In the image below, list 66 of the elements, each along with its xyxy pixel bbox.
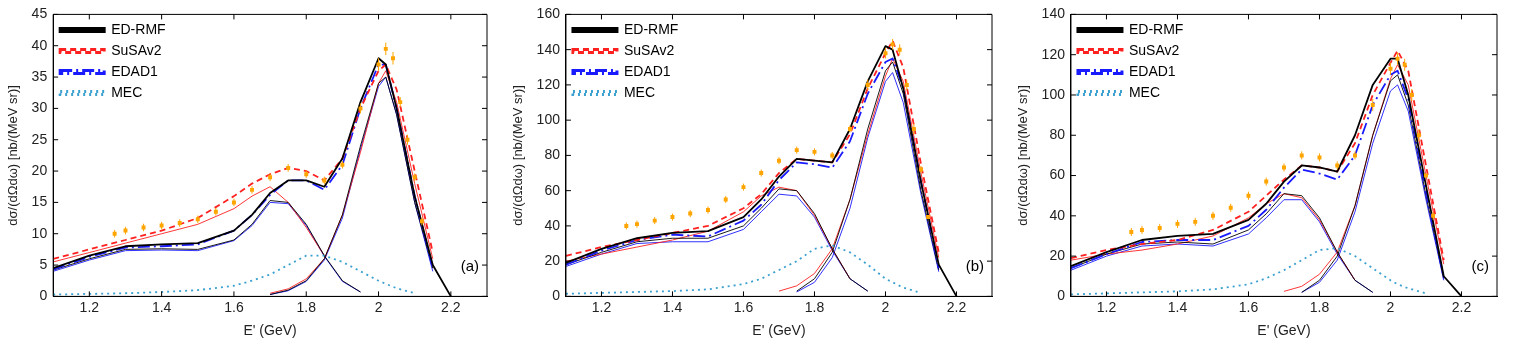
x-tick-label: 2.2	[1451, 298, 1472, 315]
legend-label: EDAD1	[1128, 62, 1176, 79]
x-tick-label: 1.2	[1096, 298, 1117, 315]
legend-label: SuSAv2	[111, 41, 162, 58]
x-tick-label: 2.2	[946, 298, 967, 315]
y-tick-label: 40	[31, 36, 48, 53]
y-tick-label: 45	[31, 5, 48, 22]
x-axis-title: E' (GeV)	[243, 322, 297, 339]
legend-label: EDAD1	[111, 62, 159, 79]
y-tick-label: 60	[544, 181, 561, 198]
y-axis-title: dσ/(dΩdω) [nb/(MeV sr)]	[510, 85, 526, 226]
y-tick-label: 100	[536, 111, 561, 128]
x-tick-label: 1.8	[804, 298, 825, 315]
y-axis-title: dσ/(dΩdω) [nb/(MeV sr)]	[1015, 85, 1031, 226]
x-tick-label: 1.6	[1238, 298, 1259, 315]
y-tick-label: 25	[31, 130, 48, 147]
y-axis-title: dσ/(dΩdω) [nb/(MeV sr)]	[5, 85, 21, 226]
legend-label: SuSAv2	[1128, 41, 1180, 58]
y-tick-label: 10	[31, 224, 48, 241]
x-tick-label: 1.6	[733, 298, 754, 315]
legend-label: MEC	[111, 83, 143, 100]
x-tick-label: 2	[881, 298, 890, 315]
annotation: (a)	[460, 256, 479, 274]
x-axis-title: E' (GeV)	[752, 322, 806, 339]
y-tick-label: 80	[544, 146, 561, 163]
x-tick-label: 1.8	[296, 298, 317, 315]
legend-label: EDAD1	[623, 62, 671, 79]
y-tick-label: 0	[39, 287, 48, 304]
y-tick-label: 20	[544, 252, 561, 269]
y-tick-label: 40	[544, 216, 561, 233]
x-axis-title: E' (GeV)	[1257, 322, 1311, 339]
y-tick-label: 40	[1049, 206, 1066, 223]
x-tick-label: 2	[1386, 298, 1395, 315]
y-tick-label: 20	[1049, 246, 1066, 263]
y-tick-label: 120	[1041, 45, 1066, 62]
y-tick-label: 5	[39, 255, 48, 272]
annotation: (c)	[1471, 256, 1489, 274]
legend-label: ED-RMF	[1128, 20, 1184, 37]
legend-label: MEC	[623, 83, 656, 100]
legend-label: MEC	[1128, 83, 1161, 100]
legend-label: SuSAv2	[623, 41, 675, 58]
y-tick-label: 140	[1041, 5, 1066, 22]
x-tick-label: 2	[374, 298, 383, 315]
x-tick-label: 1.8	[1309, 298, 1330, 315]
annotation: (b)	[965, 256, 984, 274]
legend-label: ED-RMF	[111, 20, 166, 37]
y-tick-label: 60	[1049, 166, 1066, 183]
x-tick-label: 1.4	[1167, 298, 1188, 315]
y-tick-label: 100	[1041, 85, 1066, 102]
x-tick-label: 1.2	[79, 298, 100, 315]
y-tick-label: 0	[1057, 287, 1066, 304]
x-tick-label: 2.2	[441, 298, 461, 315]
y-tick-label: 80	[1049, 126, 1066, 143]
y-tick-label: 0	[552, 287, 561, 304]
x-tick-label: 1.2	[591, 298, 612, 315]
x-tick-label: 1.6	[224, 298, 244, 315]
y-tick-label: 15	[31, 193, 48, 210]
y-tick-label: 30	[31, 99, 48, 116]
x-tick-label: 1.4	[662, 298, 683, 315]
x-tick-label: 1.4	[151, 298, 172, 315]
y-tick-label: 120	[536, 75, 561, 92]
legend-label: ED-RMF	[623, 20, 679, 37]
y-tick-label: 35	[31, 67, 48, 84]
y-tick-label: 140	[536, 40, 561, 57]
y-tick-label: 20	[31, 161, 48, 178]
y-tick-label: 160	[536, 5, 561, 22]
